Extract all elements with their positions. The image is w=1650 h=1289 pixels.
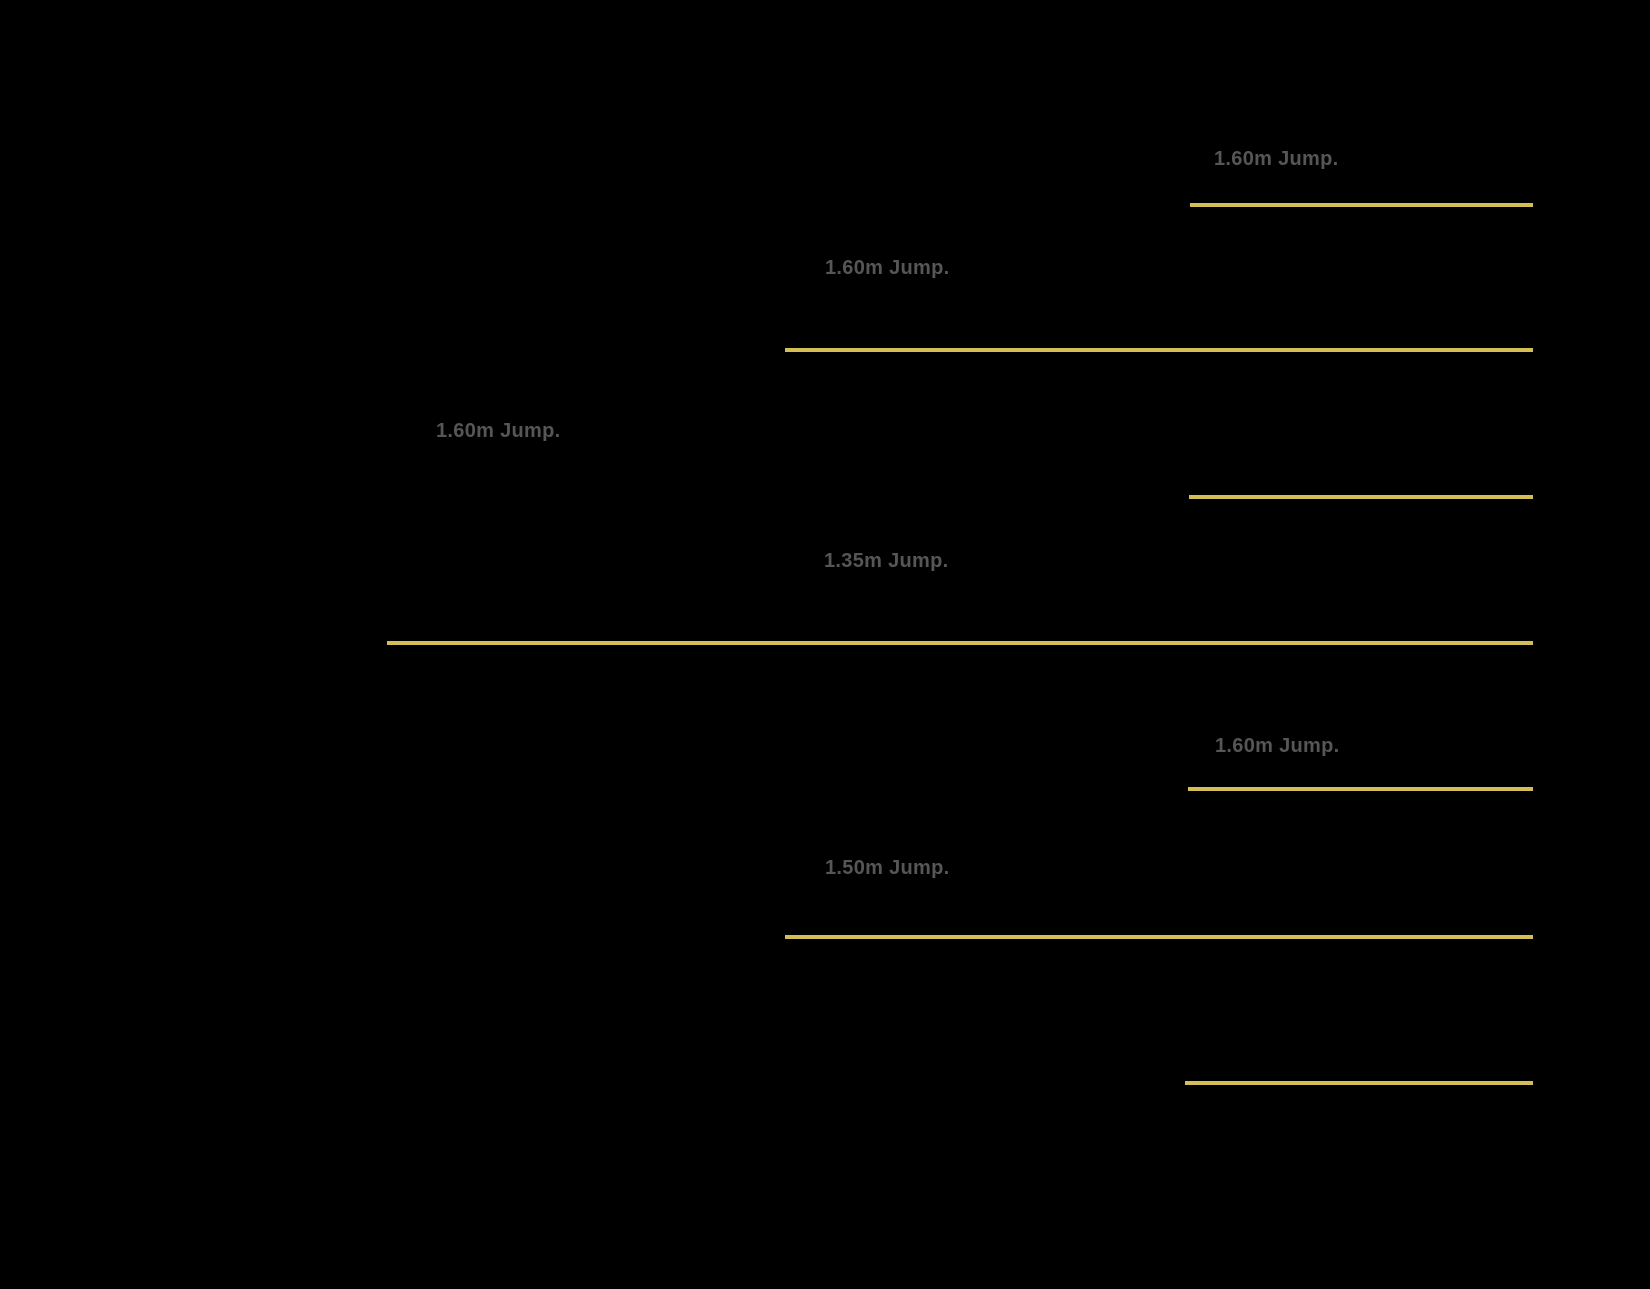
performance-label: 1.60m Jump. bbox=[825, 257, 950, 279]
pedigree-divider-line bbox=[1185, 1081, 1533, 1085]
pedigree-divider-line bbox=[1188, 787, 1533, 791]
pedigree-divider-line bbox=[785, 348, 1533, 352]
pedigree-divider-line bbox=[785, 935, 1533, 939]
pedigree-divider-line bbox=[1189, 495, 1533, 499]
performance-label: 1.60m Jump. bbox=[436, 420, 561, 442]
pedigree-divider-line-root bbox=[387, 641, 1533, 645]
performance-label: 1.50m Jump. bbox=[825, 857, 950, 879]
performance-label: 1.60m Jump. bbox=[1214, 148, 1339, 170]
pedigree-divider-line bbox=[1190, 203, 1533, 207]
performance-label: 1.60m Jump. bbox=[1215, 735, 1340, 757]
performance-label: 1.35m Jump. bbox=[824, 550, 949, 572]
